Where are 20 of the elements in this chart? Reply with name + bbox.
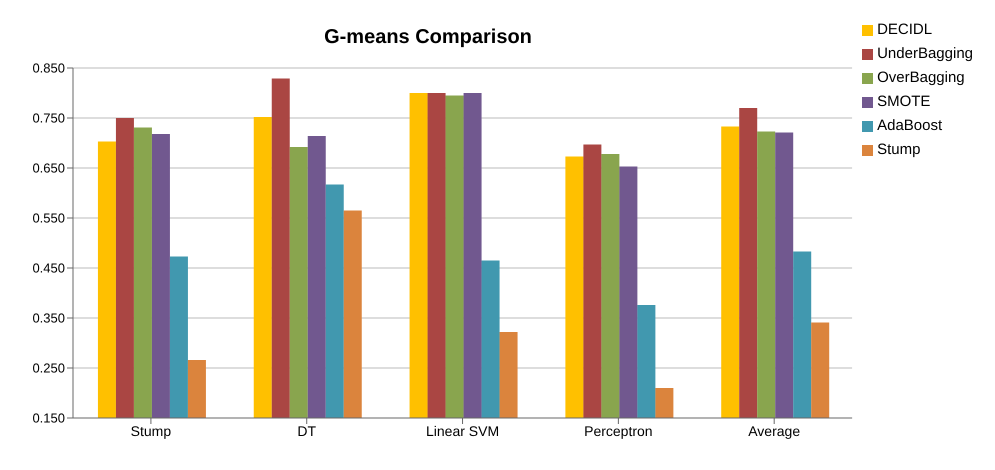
y-tick-label: 0.350	[32, 310, 65, 326]
y-tick-label: 0.450	[32, 260, 65, 276]
x-tick-label: Perceptron	[584, 422, 653, 439]
legend-label: OverBagging	[877, 69, 965, 86]
x-tick-label: DT	[297, 422, 317, 439]
x-tick-label: Average	[748, 422, 800, 439]
y-tick-label: 0.650	[32, 160, 65, 176]
y-tick-label: 0.150	[32, 410, 65, 426]
y-tick-label: 0.850	[32, 60, 65, 76]
legend-label: SMOTE	[877, 93, 930, 110]
legend-label: DECIDL	[877, 21, 932, 38]
y-tick-label: 0.550	[32, 210, 65, 226]
chart-title: G-means Comparison	[323, 26, 533, 49]
x-tick-label: Linear SVM	[426, 422, 500, 439]
y-tick-label: 0.250	[32, 360, 65, 376]
x-tick-label: Stump	[130, 422, 172, 439]
legend-label: AdaBoost	[877, 117, 942, 134]
y-tick-label: 0.750	[32, 110, 65, 126]
legend-label: Stump	[877, 141, 920, 158]
legend-label: UnderBagging	[877, 45, 973, 62]
